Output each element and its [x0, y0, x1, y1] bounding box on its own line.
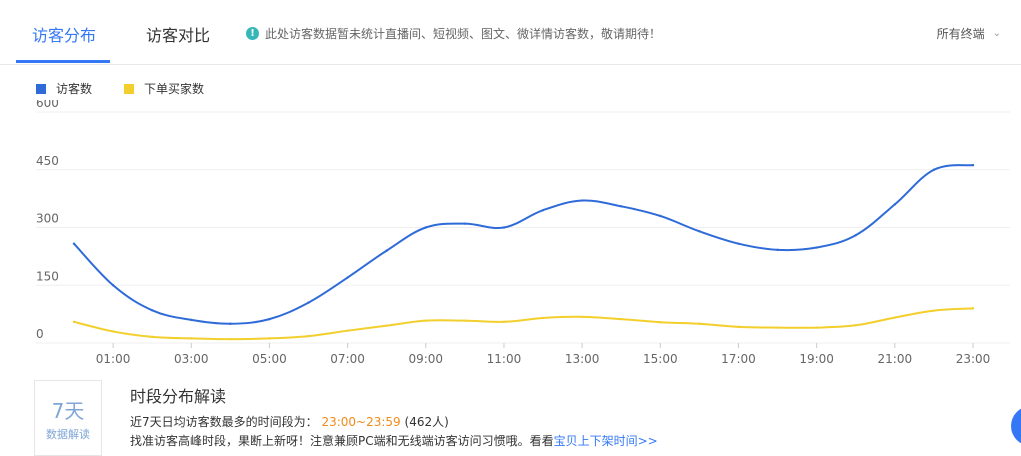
data-point [971, 307, 975, 310]
data-point [346, 276, 349, 279]
series-line-1 [73, 307, 974, 341]
info-icon: ! [246, 27, 259, 40]
data-point [776, 248, 779, 252]
x-tick-label: 15:00 [643, 352, 678, 366]
x-tick-label: 11:00 [487, 352, 522, 366]
x-tick-label: 03:00 [174, 352, 209, 366]
data-point [659, 321, 662, 324]
data-point [463, 222, 467, 225]
chevron-down-icon: ⌄ [992, 28, 1001, 39]
data-point [620, 317, 623, 321]
x-tick-label: 01:00 [96, 352, 131, 366]
data-point [150, 309, 154, 312]
data-point [424, 319, 427, 322]
data-point [932, 309, 936, 312]
active-tab-indicator [16, 60, 110, 63]
data-point [111, 330, 115, 333]
interpretation-tip: 找准访客高峰时段，果断上新呀！注意兼顾PC端和无线端访客访问习惯哦。看看宝贝上下… [130, 432, 658, 449]
x-tick-label: 23:00 [956, 352, 991, 366]
x-tick-label: 13:00 [565, 352, 600, 366]
x-tick-label: 17:00 [721, 352, 756, 366]
data-point [737, 325, 740, 329]
data-point [72, 242, 76, 245]
legend-label-visitors: 访客数 [56, 82, 93, 96]
data-point [424, 226, 427, 229]
line-chart: 0 150 300 450 600 01:00 03:00 05:00 07:00 09:00 11… [36, 100, 1010, 366]
data-point [229, 337, 232, 341]
data-point [346, 329, 349, 332]
y-tick-label: 150 [36, 269, 59, 283]
data-point [580, 315, 584, 319]
data-point [932, 168, 936, 171]
data-point [229, 322, 232, 325]
legend-swatch-visitors [36, 83, 46, 94]
series-line-0 [73, 164, 974, 325]
data-point [541, 316, 545, 320]
data-point [502, 226, 506, 229]
data-point [307, 301, 310, 304]
data-point [854, 234, 857, 237]
notice: ! 此处访客数据暂未统计直播间、短视频、图文、微详情访客数，敬请期待！ [246, 25, 661, 42]
terminal-select[interactable]: 所有终端 ⌄ [937, 25, 1001, 42]
chart-legend: 访客数 下单买家数 [36, 80, 236, 97]
legend-item-buyers[interactable]: 下单买家数 [124, 80, 204, 97]
data-point [190, 337, 193, 340]
data-point [502, 320, 506, 324]
data-point [150, 335, 154, 339]
x-tick-label: 19:00 [799, 352, 834, 366]
peak-time: 23:00~23:59 [321, 415, 401, 429]
x-tick-label: 07:00 [330, 352, 365, 366]
data-point [620, 205, 623, 208]
data-point [854, 324, 857, 327]
floating-help-button[interactable] [1011, 406, 1021, 446]
data-point [698, 322, 701, 325]
x-tick-label: 05:00 [252, 352, 287, 366]
y-tick-label: 450 [36, 154, 59, 168]
data-point [893, 316, 897, 319]
data-point [385, 249, 388, 252]
data-point [893, 203, 897, 206]
interpretation-peak: 近7天日均访客数最多的时间段为： 23:00~23:59 (462人) [130, 413, 449, 430]
legend-item-visitors[interactable]: 访客数 [36, 80, 92, 97]
peak-count: (462人) [404, 415, 449, 429]
data-point [659, 214, 662, 218]
data-point [190, 318, 193, 322]
interpretation-badge: 7天 数据解读 [34, 380, 102, 456]
data-point [541, 208, 545, 212]
data-point [72, 320, 76, 324]
data-point [971, 163, 975, 167]
data-point [463, 319, 467, 322]
data-point [815, 246, 818, 249]
y-tick-label: 0 [36, 327, 44, 341]
data-point [385, 324, 388, 327]
data-point [737, 242, 740, 245]
data-point [698, 230, 701, 233]
badge-days: 7天 [51, 399, 85, 423]
data-point [580, 199, 584, 202]
y-tick-label: 300 [36, 212, 59, 226]
data-point [111, 284, 115, 287]
notice-text: 此处访客数据暂未统计直播间、短视频、图文、微详情访客数，敬请期待！ [265, 27, 662, 41]
data-point [776, 326, 779, 329]
data-point [268, 337, 271, 340]
tip-text: 找准访客高峰时段，果断上新呀！注意兼顾PC端和无线端访客访问习惯哦。看看 [130, 434, 554, 448]
legend-swatch-buyers [124, 83, 135, 94]
interpretation-title: 时段分布解读 [130, 387, 227, 406]
listing-time-link[interactable]: 宝贝上下架时间>> [553, 434, 658, 448]
x-tick-label: 21:00 [878, 352, 913, 366]
y-tick-label: 600 [36, 100, 59, 110]
top-bar: 访客分布 访客对比 ! 此处访客数据暂未统计直播间、短视频、图文、微详情访客数，… [0, 0, 1021, 65]
tab-visitor-comparison[interactable]: 访客对比 [146, 26, 211, 45]
data-point [815, 326, 818, 329]
data-point [307, 334, 310, 338]
peak-prefix: 近7天日均访客数最多的时间段为： [130, 415, 318, 429]
badge-label: 数据解读 [46, 428, 90, 441]
data-point [268, 317, 271, 321]
tab-visitor-distribution[interactable]: 访客分布 [32, 26, 97, 45]
terminal-select-value: 所有终端 [936, 27, 985, 41]
x-tick-label: 09:00 [408, 352, 443, 366]
legend-label-buyers: 下单买家数 [144, 82, 205, 96]
